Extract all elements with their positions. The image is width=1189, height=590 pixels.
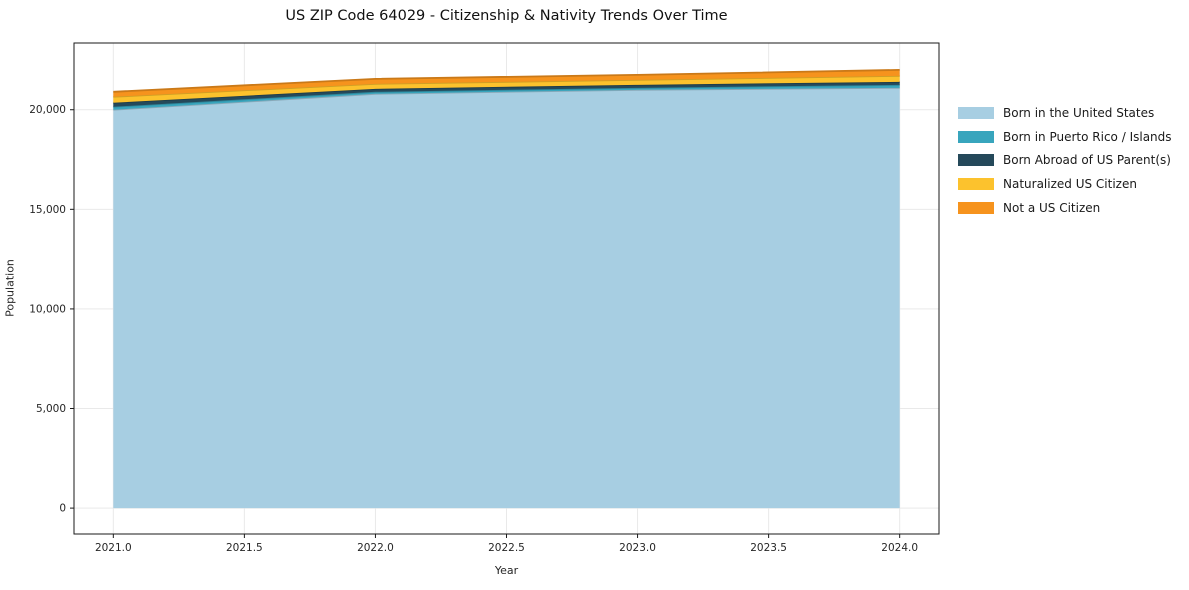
x-tick-label: 2023.5 bbox=[750, 542, 787, 554]
area-series-born-abroad-of-us-parent-s- bbox=[113, 81, 900, 107]
legend-label: Not a US Citizen bbox=[1003, 200, 1101, 215]
legend-swatch bbox=[958, 201, 994, 214]
legend-label: Born Abroad of US Parent(s) bbox=[1003, 153, 1171, 168]
area-series-born-in-the-united-states bbox=[113, 87, 900, 509]
legend-swatch bbox=[958, 106, 994, 119]
area-edge-born-abroad-of-us-parent-s- bbox=[113, 80, 900, 104]
x-tick-label: 2023.0 bbox=[619, 542, 656, 554]
legend-swatch bbox=[958, 154, 994, 167]
area-series-not-a-us-citizen bbox=[113, 69, 900, 97]
x-tick-label: 2022.5 bbox=[488, 542, 525, 554]
legend-swatch bbox=[958, 177, 994, 190]
legend-swatch bbox=[958, 130, 994, 143]
legend-label: Born in the United States bbox=[1003, 105, 1155, 120]
y-tick-label: 20,000 bbox=[29, 104, 66, 116]
area-series-naturalized-us-citizen bbox=[113, 75, 900, 103]
chart-title: US ZIP Code 64029 - Citizenship & Nativi… bbox=[285, 8, 728, 24]
area-edge-not-a-us-citizen bbox=[113, 68, 900, 93]
legend-item-born-abroad-of-us-parent-s-: Born Abroad of US Parent(s) bbox=[958, 148, 1172, 172]
legend-item-born-in-the-united-states: Born in the United States bbox=[958, 101, 1172, 125]
legend: Born in the United States Born in Puerto … bbox=[958, 101, 1172, 219]
y-tick-label: 5,000 bbox=[36, 403, 66, 415]
y-tick-label: 0 bbox=[59, 503, 66, 515]
x-tick-label: 2022.0 bbox=[357, 542, 394, 554]
x-tick-label: 2021.5 bbox=[226, 542, 263, 554]
area-series-born-in-puerto-rico-islands bbox=[113, 84, 900, 110]
x-tick-label: 2024.0 bbox=[881, 542, 918, 554]
y-tick-label: 15,000 bbox=[29, 204, 66, 216]
legend-label: Naturalized US Citizen bbox=[1003, 176, 1137, 191]
legend-label: Born in Puerto Rico / Islands bbox=[1003, 129, 1172, 144]
x-axis-label: Year bbox=[494, 564, 519, 577]
x-tick-label: 2021.0 bbox=[95, 542, 132, 554]
legend-item-not-a-us-citizen: Not a US Citizen bbox=[958, 196, 1172, 220]
y-axis-label: Population bbox=[3, 259, 17, 317]
y-tick-label: 10,000 bbox=[29, 303, 66, 315]
legend-item-naturalized-us-citizen: Naturalized US Citizen bbox=[958, 172, 1172, 196]
legend-item-born-in-puerto-rico-islands: Born in Puerto Rico / Islands bbox=[958, 125, 1172, 149]
